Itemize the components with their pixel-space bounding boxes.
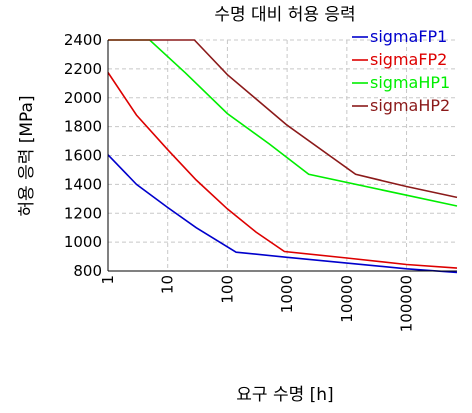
y-tick-label: 1200 [64, 204, 102, 222]
x-axis-label: 요구 수명 [h] [236, 385, 333, 405]
y-tick-label: 1000 [64, 233, 102, 251]
x-tick-label: 1000 [278, 275, 296, 313]
series-line-sigmaHP2 [108, 39, 458, 199]
y-tick-label: 1600 [64, 147, 102, 165]
series-lines [107, 39, 458, 274]
y-tick-label: 800 [73, 262, 102, 280]
legend: sigmaFP1 sigmaFP2 sigmaHP1 sigmaHP2 [352, 27, 450, 115]
series-line-sigmaHP1 [108, 39, 458, 207]
y-tick-label: 2000 [64, 89, 102, 107]
series-line-sigmaFP2 [107, 72, 458, 269]
x-tick-label: 10 [159, 275, 177, 294]
x-tick-label: 100 [218, 275, 236, 304]
x-tick-label: 100000 [398, 275, 416, 332]
legend-label-sigmaFP1: sigmaFP1 [370, 27, 447, 46]
y-tick-label: 2200 [64, 60, 102, 78]
y-tick-label: 2400 [64, 31, 102, 49]
y-axis-label: 허용 응력 [MPa] [17, 95, 37, 216]
legend-label-sigmaHP2: sigmaHP2 [370, 96, 450, 115]
y-tick-labels: 800 1000 1200 1400 1600 1800 2000 2200 2400 [64, 31, 102, 280]
y-tick-label: 1400 [64, 175, 102, 193]
series-line-sigmaFP1 [107, 154, 458, 274]
x-tick-labels: 1 10 100 1000 10000 100000 [99, 275, 416, 332]
legend-label-sigmaFP2: sigmaFP2 [370, 50, 447, 69]
legend-label-sigmaHP1: sigmaHP1 [370, 73, 450, 92]
x-tick-label: 10000 [338, 275, 356, 323]
x-tick-label: 1 [99, 275, 117, 285]
chart-title: 수명 대비 허용 응력 [214, 5, 355, 25]
y-tick-label: 1800 [64, 118, 102, 136]
